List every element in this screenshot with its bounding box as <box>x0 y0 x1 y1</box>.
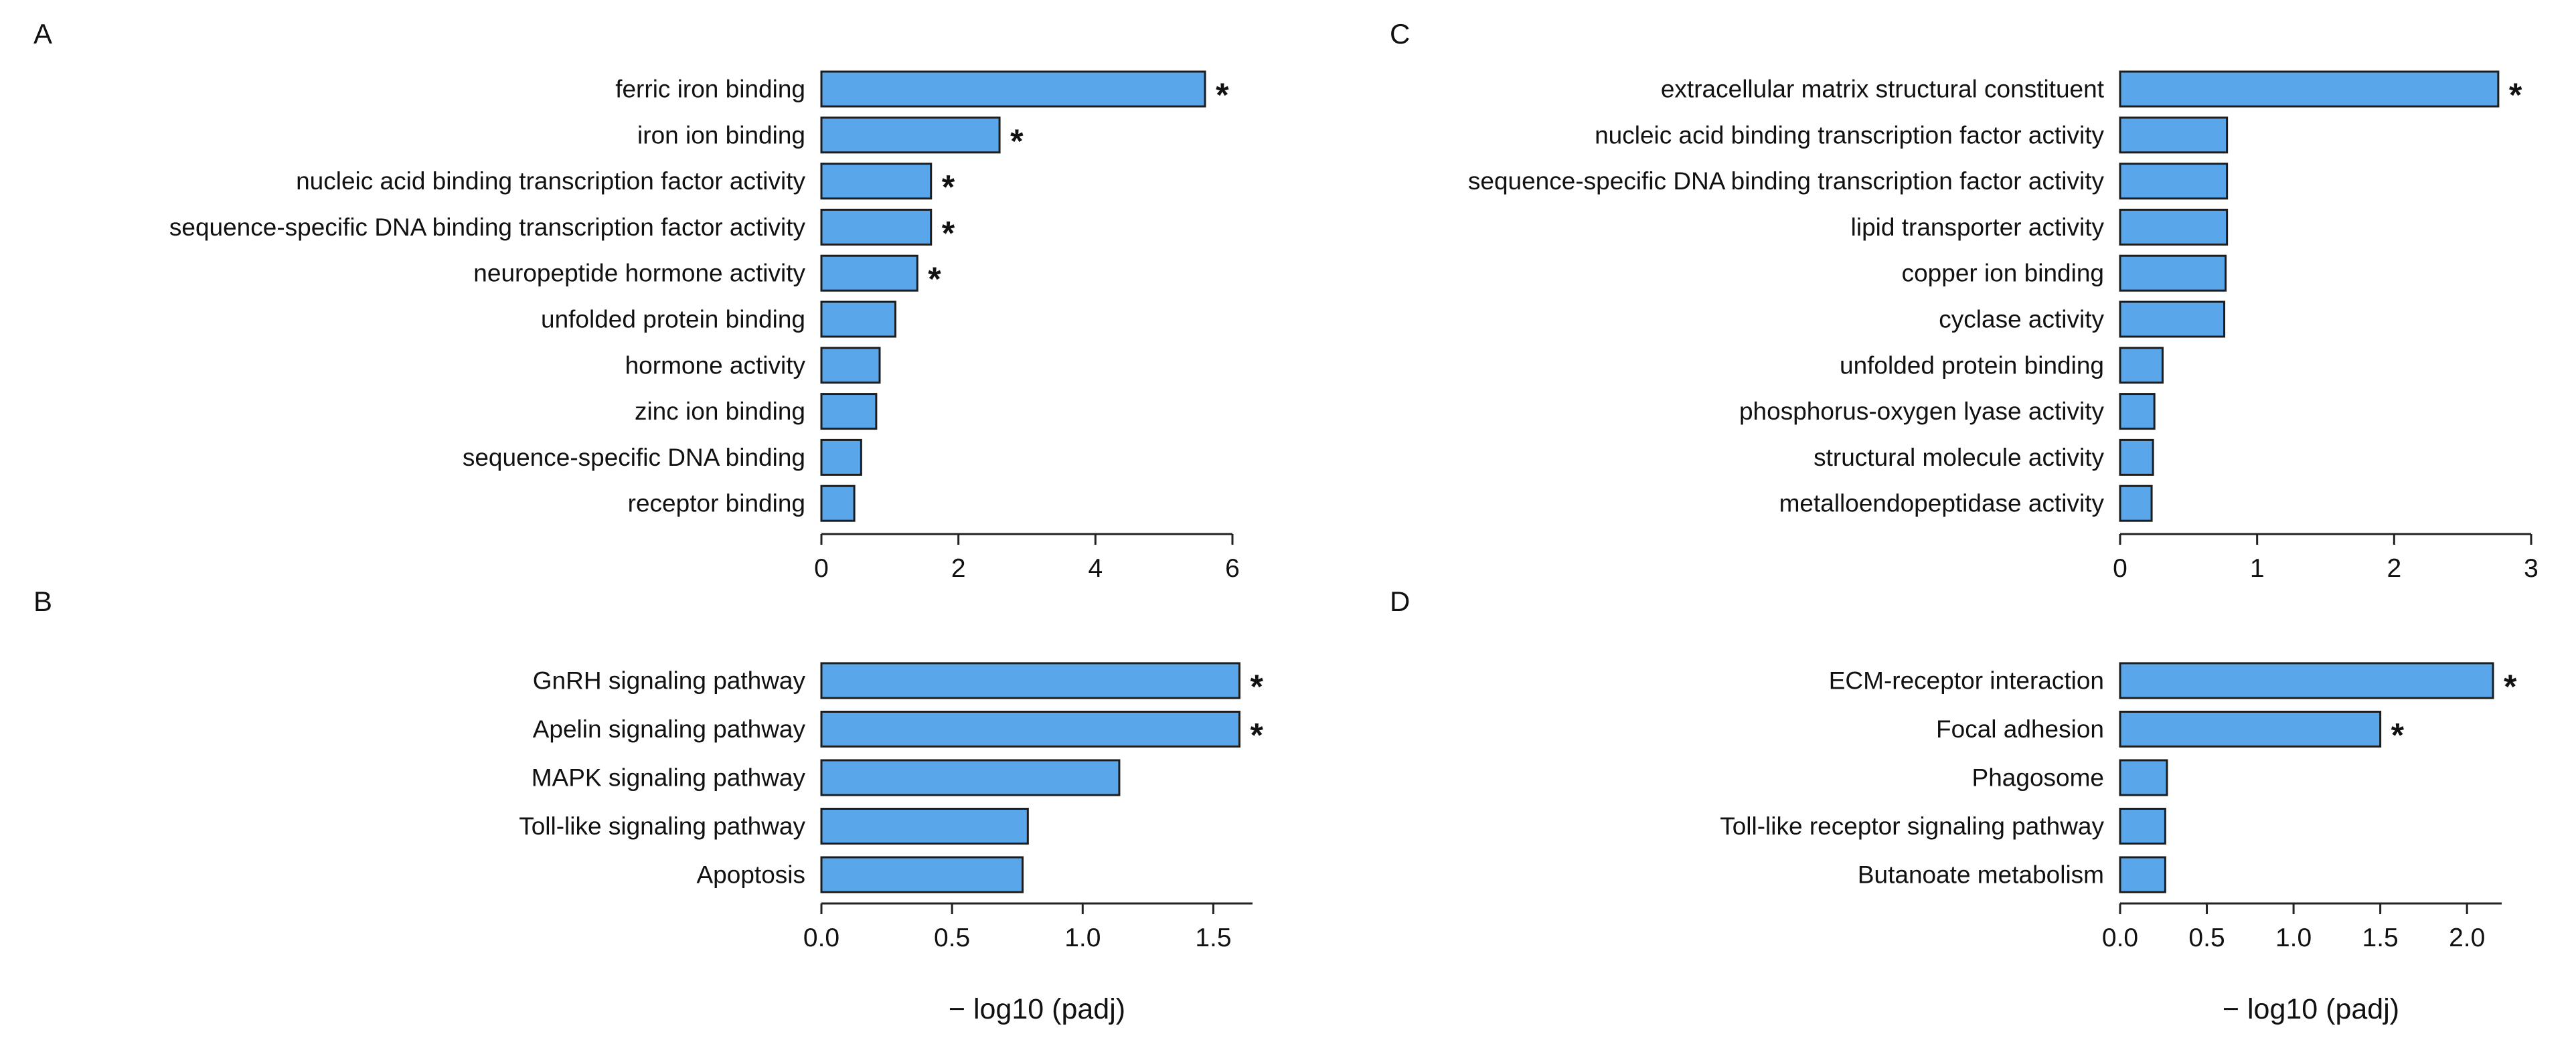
panel-a-category-label: sequence-specific DNA binding transcript… <box>169 213 806 241</box>
panel-b-category-label: Apelin signaling pathway <box>533 715 806 743</box>
panel-c-x-tick-label: 2 <box>2387 554 2401 583</box>
panel-d-category-label: ECM-receptor interaction <box>1829 667 2104 695</box>
panel-a-category-label: nucleic acid binding transcription facto… <box>296 167 805 195</box>
panel-a-label: A <box>33 18 52 50</box>
panel-c-category-label: copper ion binding <box>1902 260 2104 287</box>
panel-b: B GnRH signaling pathway * Apelin signaling… <box>33 586 1263 1025</box>
panel-a-bar-iron-ion-binding <box>820 116 1001 154</box>
panel-c-category-label: cyclase activity <box>1939 306 2104 333</box>
panel-a-category-label: hormone activity <box>625 351 806 379</box>
panel-a-x-tick-label: 2 <box>951 554 966 583</box>
panel-c-bar-lipid-transporter-activity <box>2119 208 2229 246</box>
panel-b-x-tick-label: 0.5 <box>934 924 970 952</box>
panel-a-category-label: zinc ion binding <box>635 398 805 425</box>
panel-b-category-label: MAPK signaling pathway <box>532 764 806 792</box>
panel-a-category-label: neuropeptide hormone activity <box>473 260 805 287</box>
panel-a-bar-nucleic-acid-binding-transcription-factor-activity <box>820 163 933 200</box>
panel-b-significance-marker: * <box>1250 668 1263 705</box>
panel-d-significance-marker: * <box>2391 717 2405 754</box>
panel-d-bar-ecm-receptor-interaction <box>2119 662 2494 699</box>
panel-d-bar-focal-adhesion <box>2119 711 2382 748</box>
panel-a-x-tick-label: 4 <box>1088 554 1103 583</box>
panel-c-significance-marker: * <box>2509 76 2522 114</box>
panel-a-significance-marker: * <box>942 169 955 206</box>
panel-c-bar-cyclase-activity <box>2119 300 2226 338</box>
panel-b-x-axis-title: − log10 (padj) <box>949 993 1125 1025</box>
panel-c-category-label: unfolded protein binding <box>1840 351 2104 379</box>
panel-c-x-tick-label: 0 <box>2113 554 2127 583</box>
panel-d-bar-phagosome <box>2119 759 2168 796</box>
panel-b-significance-marker: * <box>1250 717 1263 754</box>
panel-c-bar-copper-ion-binding <box>2119 254 2227 292</box>
panel-a-bar-sequence-specific-dna-binding <box>820 438 862 476</box>
panel-c-bar-structural-molecule-activity <box>2119 438 2154 476</box>
panel-c-bar-sequence-specific-dna-binding-transcription-factor-activity <box>2119 163 2229 200</box>
panel-d-x-tick-label: 0.0 <box>2102 924 2138 952</box>
panel-c-label: C <box>1390 18 1410 50</box>
panel-b-category-label: GnRH signaling pathway <box>533 667 806 695</box>
panel-a-category-label: sequence-specific DNA binding <box>463 444 805 471</box>
panel-b-bar-mapk-signaling-pathway <box>820 759 1121 796</box>
panel-c-x-tick-label: 3 <box>2524 554 2539 583</box>
panel-b-bar-apelin-signaling-pathway <box>820 711 1240 748</box>
panel-b-x-tick-label: 1.5 <box>1195 924 1231 952</box>
panel-d-x-axis-title: − log10 (padj) <box>2223 993 2399 1025</box>
panel-d-significance-marker: * <box>2504 668 2517 705</box>
panel-d-category-label: Toll-like receptor signaling pathway <box>1720 812 2104 840</box>
panel-b-category-label: Apoptosis <box>697 861 806 889</box>
panel-d-label: D <box>1390 586 1410 617</box>
panel-a-category-label: iron ion binding <box>637 121 805 149</box>
panel-a-bar-zinc-ion-binding <box>820 393 878 430</box>
panel-a-significance-marker: * <box>942 214 955 252</box>
panel-a-x-tick-label: 0 <box>814 554 829 583</box>
panel-a-category-label: unfolded protein binding <box>541 306 805 333</box>
panel-c-category-label: extracellular matrix structural constitu… <box>1661 76 2105 103</box>
panel-d-bar-toll-like-receptor-signaling-pathway <box>2119 808 2166 845</box>
panel-c-category-label: nucleic acid binding transcription facto… <box>1595 121 2104 149</box>
panel-c-category-label: structural molecule activity <box>1814 444 2104 471</box>
panel-c-bar-metalloendopeptidase-activity <box>2119 485 2153 522</box>
panel-b-x-tick-label: 1.0 <box>1064 924 1101 952</box>
panel-d-x-tick-label: 1.5 <box>2362 924 2399 952</box>
panel-c-bar-nucleic-acid-binding-transcription-factor-activity <box>2119 116 2229 154</box>
panel-c-bar-phosphorus-oxygen-lyase-activity <box>2119 393 2156 430</box>
panel-a-bar-neuropeptide-hormone-activity <box>820 254 918 292</box>
panel-b-bar-apoptosis <box>820 856 1024 893</box>
panel-d-category-label: Butanoate metabolism <box>1858 861 2104 889</box>
panel-c-bar-unfolded-protein-binding <box>2119 347 2164 384</box>
panel-d-bar-butanoate-metabolism <box>2119 856 2166 893</box>
panel-c-x-tick-label: 1 <box>2250 554 2265 583</box>
panel-a-x-tick-label: 6 <box>1225 554 1240 583</box>
panel-d-x-tick-label: 0.5 <box>2188 924 2225 952</box>
panel-d: D ECM-receptor interaction * Focal adhesion… <box>1390 586 2517 1025</box>
panel-a-category-label: receptor binding <box>628 490 805 517</box>
panel-b-category-label: Toll-like signaling pathway <box>519 812 805 840</box>
panel-a-significance-marker: * <box>1010 122 1024 160</box>
panel-b-x-tick-label: 0.0 <box>803 924 839 952</box>
panel-a-bar-ferric-iron-binding <box>820 70 1206 108</box>
panel-b-label: B <box>33 586 52 617</box>
panel-d-x-tick-label: 2.0 <box>2449 924 2485 952</box>
panel-b-bar-gnrh-signaling-pathway <box>820 662 1240 699</box>
panel-b-bar-toll-like-signaling-pathway <box>820 808 1029 845</box>
panel-d-category-label: Focal adhesion <box>1936 715 2104 743</box>
panel-c-category-label: phosphorus-oxygen lyase activity <box>1739 398 2105 425</box>
panel-a-significance-marker: * <box>928 260 941 298</box>
panel-c-category-label: lipid transporter activity <box>1851 213 2105 241</box>
panel-a-bar-hormone-activity <box>820 347 881 384</box>
panel-a-significance-marker: * <box>1216 76 1229 114</box>
panel-c-category-label: sequence-specific DNA binding transcript… <box>1468 167 2105 195</box>
panel-c-category-label: metalloendopeptidase activity <box>1779 490 2105 517</box>
panel-a-bar-sequence-specific-dna-binding-transcription-factor-activity <box>820 208 933 246</box>
panel-a-category-label: ferric iron binding <box>615 76 805 103</box>
panel-d-category-label: Phagosome <box>1972 764 2104 792</box>
panel-d-x-tick-label: 1.0 <box>2275 924 2312 952</box>
panel-a-bar-unfolded-protein-binding <box>820 300 897 338</box>
panel-c-bar-extracellular-matrix-structural-constituent <box>2119 70 2500 108</box>
panel-a-bar-receptor-binding <box>820 485 856 522</box>
